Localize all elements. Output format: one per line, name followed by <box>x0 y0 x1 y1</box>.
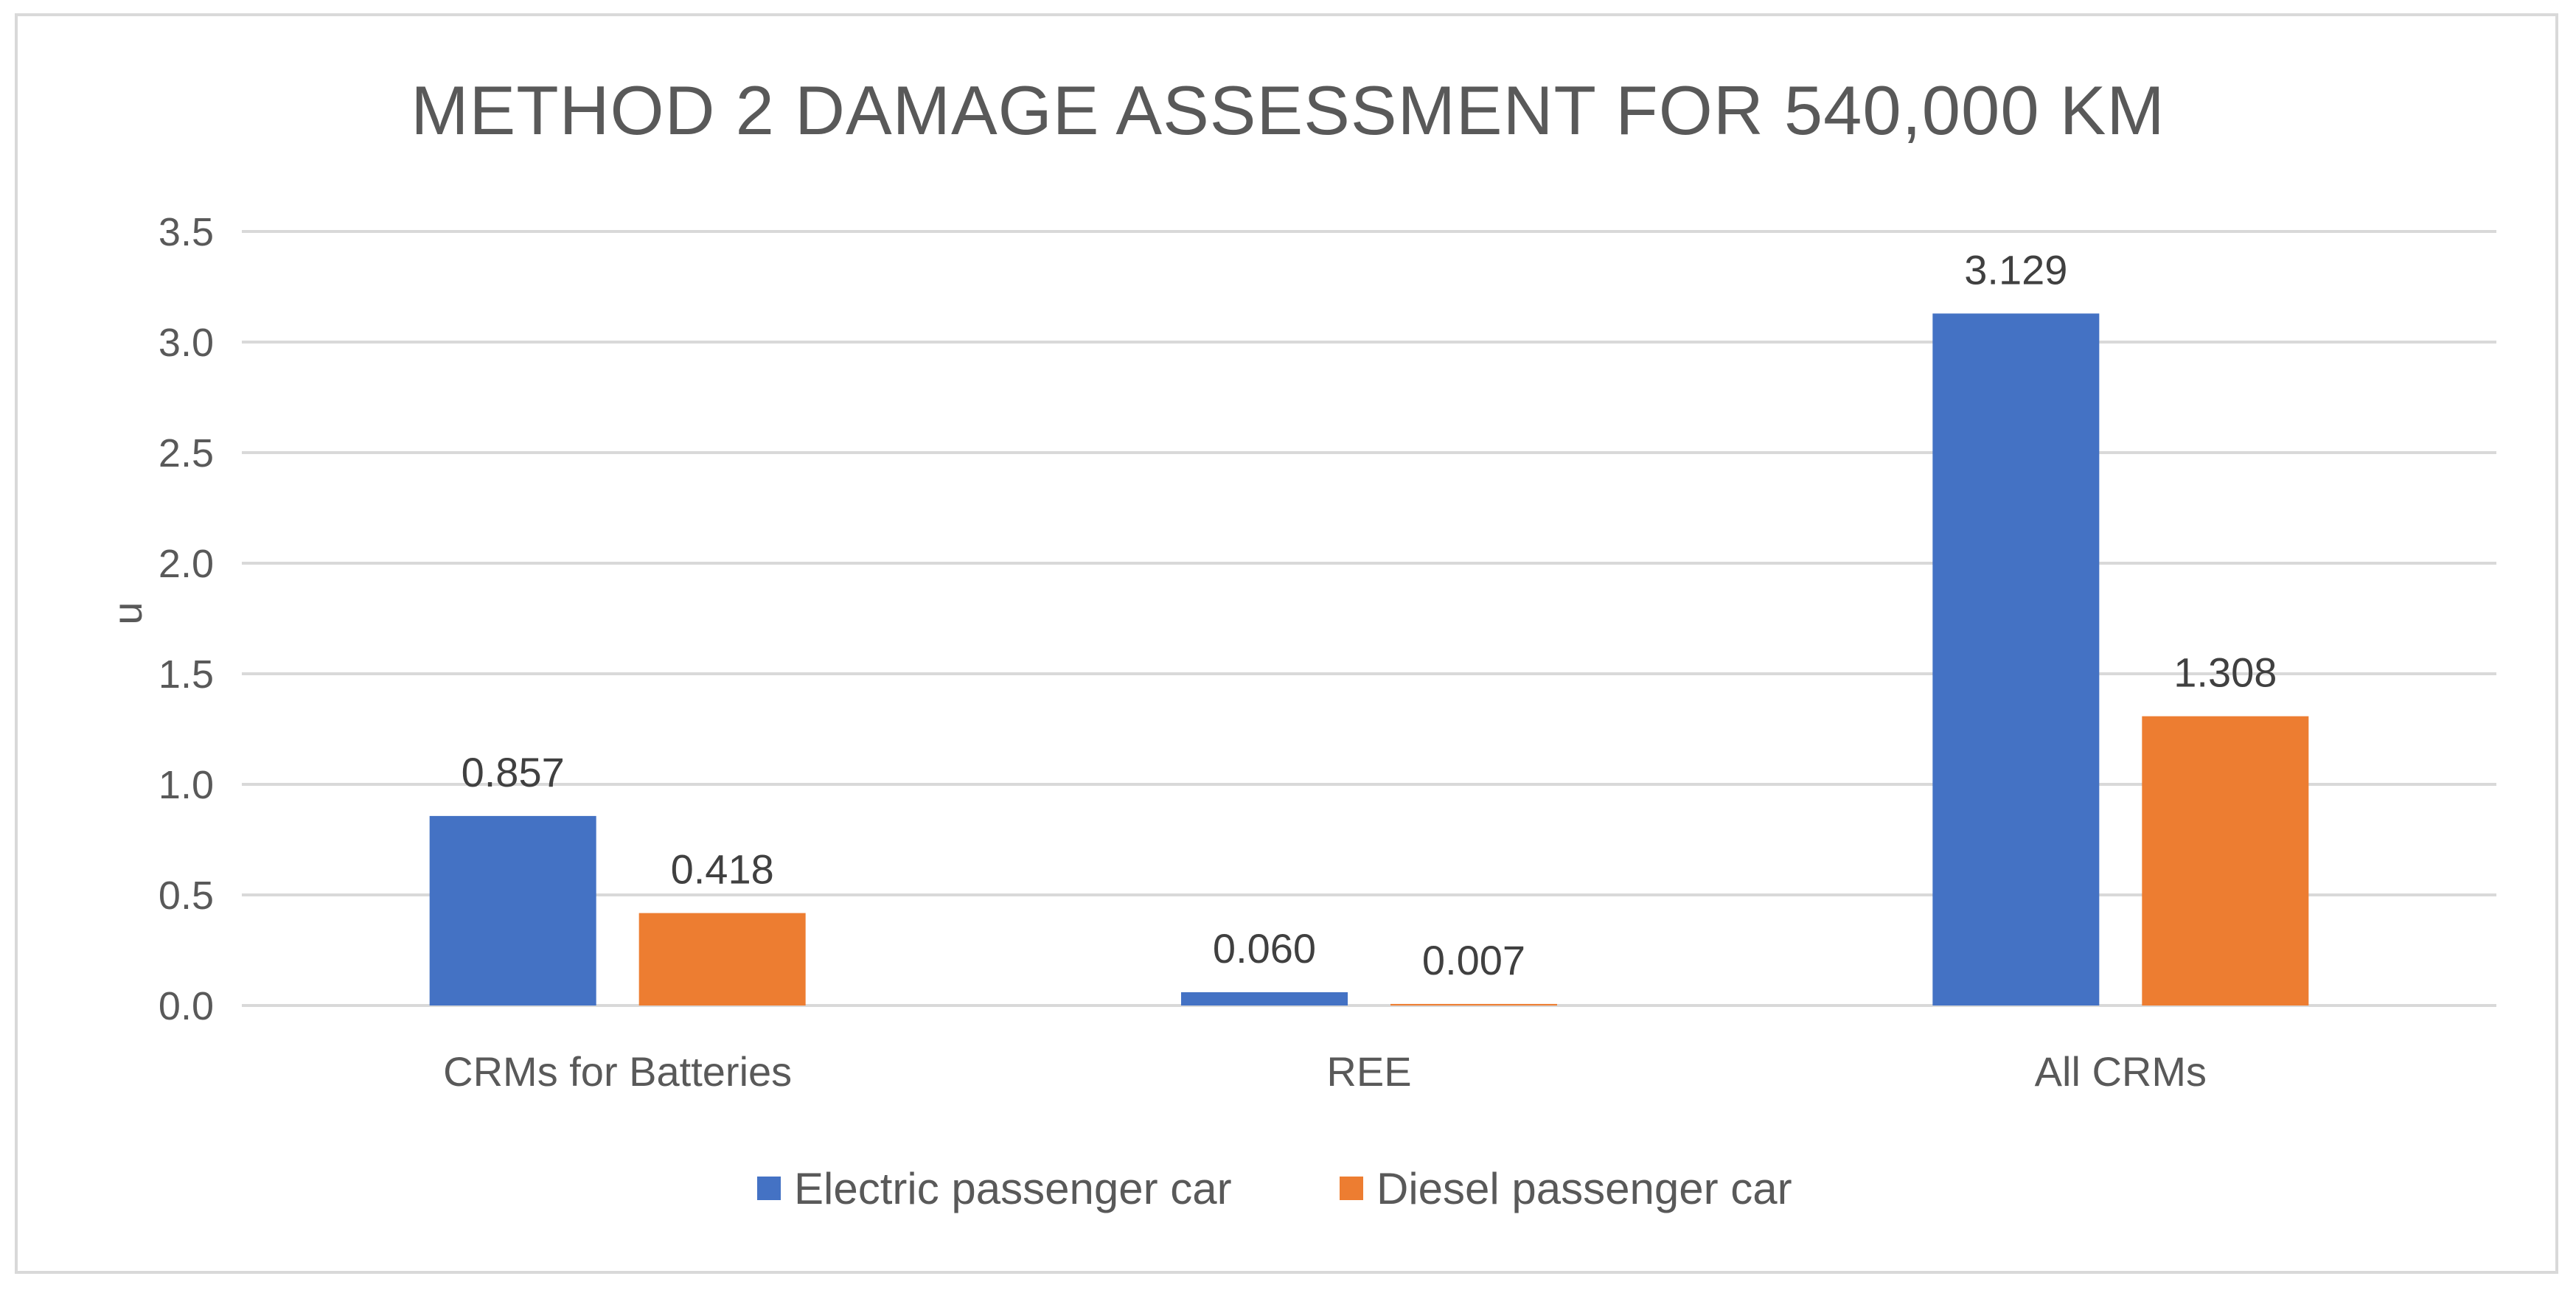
y-tick-label: 0.0 <box>159 984 214 1028</box>
legend-label: Electric passenger car <box>794 1164 1232 1213</box>
y-tick-label: 2.5 <box>159 431 214 475</box>
data-label: 3.129 <box>1964 246 2067 293</box>
bar <box>1181 992 1348 1006</box>
bar <box>1390 1003 1557 1006</box>
legend-swatch <box>1340 1177 1363 1200</box>
category-label: REE <box>1326 1048 1411 1095</box>
gridlines <box>242 230 2496 1007</box>
chart-frame <box>15 13 2558 1274</box>
bar <box>1932 313 2100 1006</box>
bar <box>2142 716 2309 1006</box>
category-label: CRMs for Batteries <box>443 1048 792 1095</box>
chart-title: METHOD 2 DAMAGE ASSESSMENT FOR 540,000 K… <box>411 72 2165 149</box>
bar <box>638 913 806 1006</box>
legend-label: Diesel passenger car <box>1376 1164 1792 1213</box>
y-tick-label: 3.0 <box>159 321 214 365</box>
data-label: 0.060 <box>1213 925 1316 972</box>
category-labels: CRMs for Batteries REE All CRMs <box>443 1048 2207 1095</box>
y-tick-label: 1.0 <box>159 763 214 807</box>
y-axis-ticks: 0.0 0.5 1.0 1.5 2.0 2.5 3.0 3.5 <box>159 210 214 1028</box>
data-labels: 0.857 0.418 0.060 0.007 3.129 1.308 <box>462 246 2277 983</box>
data-label: 1.308 <box>2173 649 2277 696</box>
data-label: 0.857 <box>462 749 565 795</box>
data-label: 0.418 <box>671 846 774 893</box>
y-tick-label: 2.0 <box>159 542 214 586</box>
legend: Electric passenger car Diesel passenger c… <box>757 1164 1792 1213</box>
legend-swatch <box>757 1177 781 1200</box>
y-tick-label: 3.5 <box>159 210 214 254</box>
bar <box>429 815 596 1006</box>
y-axis-label: u <box>104 602 150 624</box>
y-tick-label: 1.5 <box>159 652 214 697</box>
bars <box>429 313 2309 1006</box>
y-tick-label: 0.5 <box>159 874 214 918</box>
data-label: 0.007 <box>1422 937 1525 983</box>
category-label: All CRMs <box>2035 1048 2207 1095</box>
